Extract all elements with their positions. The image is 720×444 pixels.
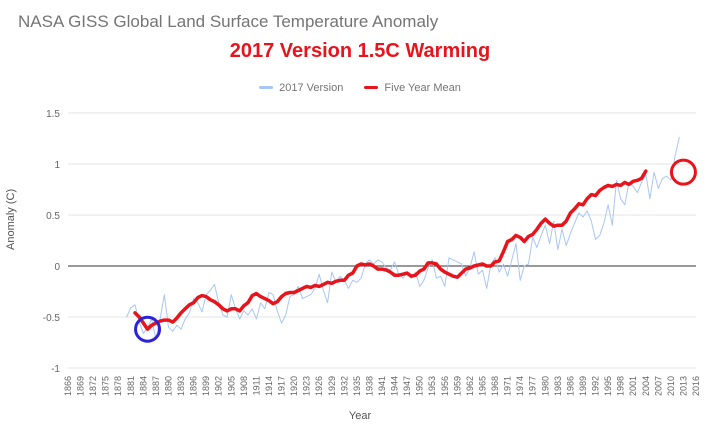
- x-tick-label: 1905: [226, 376, 236, 396]
- x-tick-label: 1989: [578, 376, 588, 396]
- x-tick-label: 1920: [289, 376, 299, 396]
- y-tick-label: -0.5: [43, 313, 61, 324]
- x-tick-label: 1944: [390, 376, 400, 396]
- x-tick-label: 1941: [377, 376, 387, 396]
- x-tick-label: 1878: [113, 376, 123, 396]
- x-tick-label: 2007: [653, 376, 663, 396]
- y-tick-label: -1: [51, 364, 60, 375]
- x-tick-label: 1923: [302, 376, 312, 396]
- legend-swatch-raw: [259, 86, 274, 89]
- x-tick-label: 1956: [440, 376, 450, 396]
- x-tick-label: 1986: [565, 376, 575, 396]
- x-tick-label: 2013: [678, 376, 688, 396]
- x-tick-label: 1965: [477, 376, 487, 396]
- x-tick-label: 1887: [151, 376, 161, 396]
- x-tick-label: 2001: [628, 376, 638, 396]
- x-tick-label: 1917: [277, 376, 287, 396]
- x-tick-label: 1995: [603, 376, 613, 396]
- x-tick-label: 1950: [415, 376, 425, 396]
- x-tick-label: 1953: [427, 376, 437, 396]
- legend-item-mean[interactable]: Five Year Mean: [364, 81, 461, 94]
- x-tick-label: 1890: [163, 376, 173, 396]
- x-tick-label: 1962: [465, 376, 475, 396]
- x-tick-label: 1902: [214, 376, 224, 396]
- annotation-circle-blue: [134, 315, 162, 343]
- x-tick-label: 1959: [452, 376, 462, 396]
- x-tick-label: 1914: [264, 376, 274, 396]
- annotations: [134, 158, 697, 343]
- y-tick-label: 1.5: [46, 109, 60, 120]
- x-tick-label: 1971: [503, 376, 513, 396]
- x-tick-label: 1983: [553, 376, 563, 396]
- chart-title: NASA GISS Global Land Surface Temperatur…: [18, 12, 439, 31]
- x-tick-label: 1938: [364, 376, 374, 396]
- x-tick-label: 1869: [76, 376, 86, 396]
- legend-swatch-mean: [364, 86, 379, 89]
- x-tick-label: 1980: [540, 376, 550, 396]
- series-layer: [126, 137, 680, 340]
- x-tick-label: 1872: [88, 376, 98, 396]
- x-tick-label: 1992: [591, 376, 601, 396]
- x-tick-label: 1896: [189, 376, 199, 396]
- x-tick-label: 1929: [327, 376, 337, 396]
- legend-label-raw: 2017 Version: [279, 81, 344, 94]
- x-tick-label: 1899: [201, 376, 211, 396]
- series-line-raw: [126, 137, 680, 340]
- legend-item-raw[interactable]: 2017 Version: [259, 82, 343, 94]
- x-tick-label: 1974: [515, 376, 525, 396]
- y-tick-label: 0: [54, 262, 60, 273]
- x-tick-label: 1881: [126, 376, 136, 396]
- x-tick-label: 2004: [641, 376, 651, 396]
- x-tick-label: 1926: [314, 376, 324, 396]
- x-tick-label: 1866: [63, 376, 73, 396]
- x-axis-label: Year: [348, 410, 372, 422]
- x-tick-label: 1908: [239, 376, 249, 396]
- x-tick-label: 1911: [251, 376, 261, 395]
- chart-subtitle: 2017 Version 1.5C Warming: [229, 40, 491, 62]
- gridlines: [68, 112, 696, 369]
- x-tick-labels: 1866 1869 1872 1875 1878 1881 1884 1887 1890 1893…: [63, 376, 701, 396]
- x-tick-label: 1932: [339, 376, 349, 396]
- x-tick-label: 2010: [666, 376, 676, 396]
- y-tick-label: 1: [54, 160, 60, 171]
- x-tick-label: 2016: [691, 376, 701, 396]
- y-tick-label: 0.5: [46, 211, 60, 222]
- legend: 2017 Version Five Year Mean: [0, 80, 720, 94]
- x-tick-label: 1977: [528, 376, 538, 396]
- legend-label-mean: Five Year Mean: [384, 81, 461, 94]
- x-tick-label: 1947: [402, 376, 412, 396]
- x-tick-label: 1968: [490, 376, 500, 396]
- x-tick-label: 1935: [352, 376, 362, 396]
- x-tick-label: 1884: [138, 376, 148, 396]
- x-tick-label: 1875: [101, 376, 111, 396]
- x-tick-label: 1893: [176, 376, 186, 396]
- y-tick-labels: 1.5 1 0.5 0 -0.5 -1: [43, 109, 61, 375]
- x-tick-label: 1998: [616, 376, 626, 396]
- series-line-five-year-mean: [133, 169, 648, 331]
- annotation-circle-red: [669, 158, 697, 186]
